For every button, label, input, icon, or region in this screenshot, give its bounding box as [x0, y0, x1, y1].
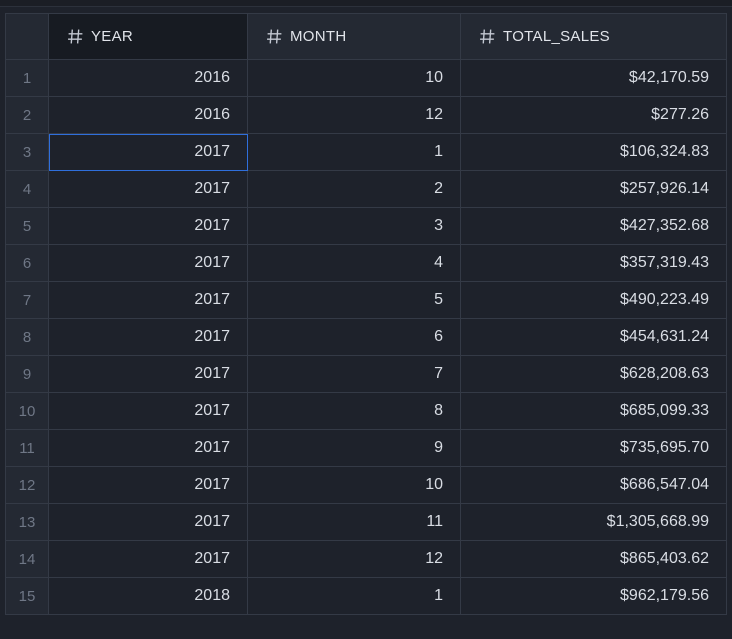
column-header-label: YEAR: [91, 28, 134, 45]
table-row[interactable]: 13 2017 11 $1,305,668.99: [5, 503, 727, 541]
cell-total-sales[interactable]: $357,319.43: [460, 244, 727, 282]
cell-total-sales[interactable]: $685,099.33: [460, 392, 727, 430]
column-header-month[interactable]: MONTH: [247, 13, 461, 60]
cell-month[interactable]: 9: [247, 429, 461, 467]
cell-year[interactable]: 2017: [48, 503, 248, 541]
column-header-label: TOTAL_SALES: [503, 28, 610, 45]
table-row[interactable]: 5 2017 3 $427,352.68: [5, 207, 727, 245]
cell-year[interactable]: 2018: [48, 577, 248, 615]
row-number[interactable]: 1: [5, 59, 49, 97]
cell-month[interactable]: 7: [247, 355, 461, 393]
results-table: YEAR MONTH TOTAL_SALES: [5, 13, 727, 615]
table-row[interactable]: 10 2017 8 $685,099.33: [5, 392, 727, 430]
cell-month[interactable]: 1: [247, 133, 461, 171]
cell-year[interactable]: 2017: [48, 355, 248, 393]
column-header-label: MONTH: [290, 28, 347, 45]
row-number[interactable]: 8: [5, 318, 49, 356]
hash-icon: [68, 29, 83, 44]
cell-month[interactable]: 12: [247, 96, 461, 134]
cell-year[interactable]: 2017: [48, 392, 248, 430]
row-number[interactable]: 7: [5, 281, 49, 319]
cell-total-sales[interactable]: $490,223.49: [460, 281, 727, 319]
row-number[interactable]: 12: [5, 466, 49, 504]
row-number[interactable]: 11: [5, 429, 49, 467]
cell-month[interactable]: 12: [247, 540, 461, 578]
cell-total-sales[interactable]: $106,324.83: [460, 133, 727, 171]
hash-icon: [267, 29, 282, 44]
cell-total-sales[interactable]: $277.26: [460, 96, 727, 134]
cell-year[interactable]: 2016: [48, 96, 248, 134]
row-number[interactable]: 4: [5, 170, 49, 208]
cell-year[interactable]: 2017: [48, 466, 248, 504]
table-row[interactable]: 6 2017 4 $357,319.43: [5, 244, 727, 282]
cell-total-sales[interactable]: $257,926.14: [460, 170, 727, 208]
table-body: 1 2016 10 $42,170.59 2 2016 12 $277.26 3 2017 1 $10…: [5, 59, 727, 615]
row-number[interactable]: 2: [5, 96, 49, 134]
cell-total-sales[interactable]: $427,352.68: [460, 207, 727, 245]
cell-month[interactable]: 8: [247, 392, 461, 430]
table-row[interactable]: 3 2017 1 $106,324.83: [5, 133, 727, 171]
cell-total-sales[interactable]: $735,695.70: [460, 429, 727, 467]
table-row[interactable]: 7 2017 5 $490,223.49: [5, 281, 727, 319]
row-number[interactable]: 15: [5, 577, 49, 615]
table-row[interactable]: 14 2017 12 $865,403.62: [5, 540, 727, 578]
column-header-total-sales[interactable]: TOTAL_SALES: [460, 13, 727, 60]
row-number[interactable]: 5: [5, 207, 49, 245]
row-number[interactable]: 6: [5, 244, 49, 282]
cell-year[interactable]: 2017: [48, 429, 248, 467]
cell-year[interactable]: 2017: [48, 540, 248, 578]
cell-year[interactable]: 2017: [48, 281, 248, 319]
cell-year[interactable]: 2017: [48, 318, 248, 356]
table-row[interactable]: 1 2016 10 $42,170.59: [5, 59, 727, 97]
cell-year[interactable]: 2017: [48, 207, 248, 245]
cell-total-sales[interactable]: $1,305,668.99: [460, 503, 727, 541]
cell-month[interactable]: 1: [247, 577, 461, 615]
table-row[interactable]: 2 2016 12 $277.26: [5, 96, 727, 134]
row-number[interactable]: 13: [5, 503, 49, 541]
cell-year[interactable]: 2016: [48, 59, 248, 97]
header-row: YEAR MONTH TOTAL_SALES: [5, 13, 727, 60]
cell-month[interactable]: 3: [247, 207, 461, 245]
cell-total-sales[interactable]: $628,208.63: [460, 355, 727, 393]
cell-total-sales[interactable]: $42,170.59: [460, 59, 727, 97]
cell-total-sales[interactable]: $454,631.24: [460, 318, 727, 356]
cell-month[interactable]: 11: [247, 503, 461, 541]
cell-total-sales[interactable]: $962,179.56: [460, 577, 727, 615]
cell-month[interactable]: 10: [247, 59, 461, 97]
cell-year[interactable]: 2017: [48, 133, 248, 171]
table-row[interactable]: 4 2017 2 $257,926.14: [5, 170, 727, 208]
row-number[interactable]: 3: [5, 133, 49, 171]
table-row[interactable]: 8 2017 6 $454,631.24: [5, 318, 727, 356]
cell-month[interactable]: 5: [247, 281, 461, 319]
cell-month[interactable]: 10: [247, 466, 461, 504]
table-row[interactable]: 15 2018 1 $962,179.56: [5, 577, 727, 615]
cell-total-sales[interactable]: $865,403.62: [460, 540, 727, 578]
cell-year[interactable]: 2017: [48, 244, 248, 282]
row-number[interactable]: 14: [5, 540, 49, 578]
cell-month[interactable]: 2: [247, 170, 461, 208]
table-row[interactable]: 9 2017 7 $628,208.63: [5, 355, 727, 393]
table-row[interactable]: 11 2017 9 $735,695.70: [5, 429, 727, 467]
cell-year[interactable]: 2017: [48, 170, 248, 208]
row-number[interactable]: 9: [5, 355, 49, 393]
table-row[interactable]: 12 2017 10 $686,547.04: [5, 466, 727, 504]
column-header-year[interactable]: YEAR: [48, 13, 248, 60]
cell-month[interactable]: 4: [247, 244, 461, 282]
cell-month[interactable]: 6: [247, 318, 461, 356]
hash-icon: [480, 29, 495, 44]
cell-total-sales[interactable]: $686,547.04: [460, 466, 727, 504]
row-number[interactable]: 10: [5, 392, 49, 430]
top-bar: [0, 0, 732, 7]
row-number-header[interactable]: [5, 13, 49, 60]
